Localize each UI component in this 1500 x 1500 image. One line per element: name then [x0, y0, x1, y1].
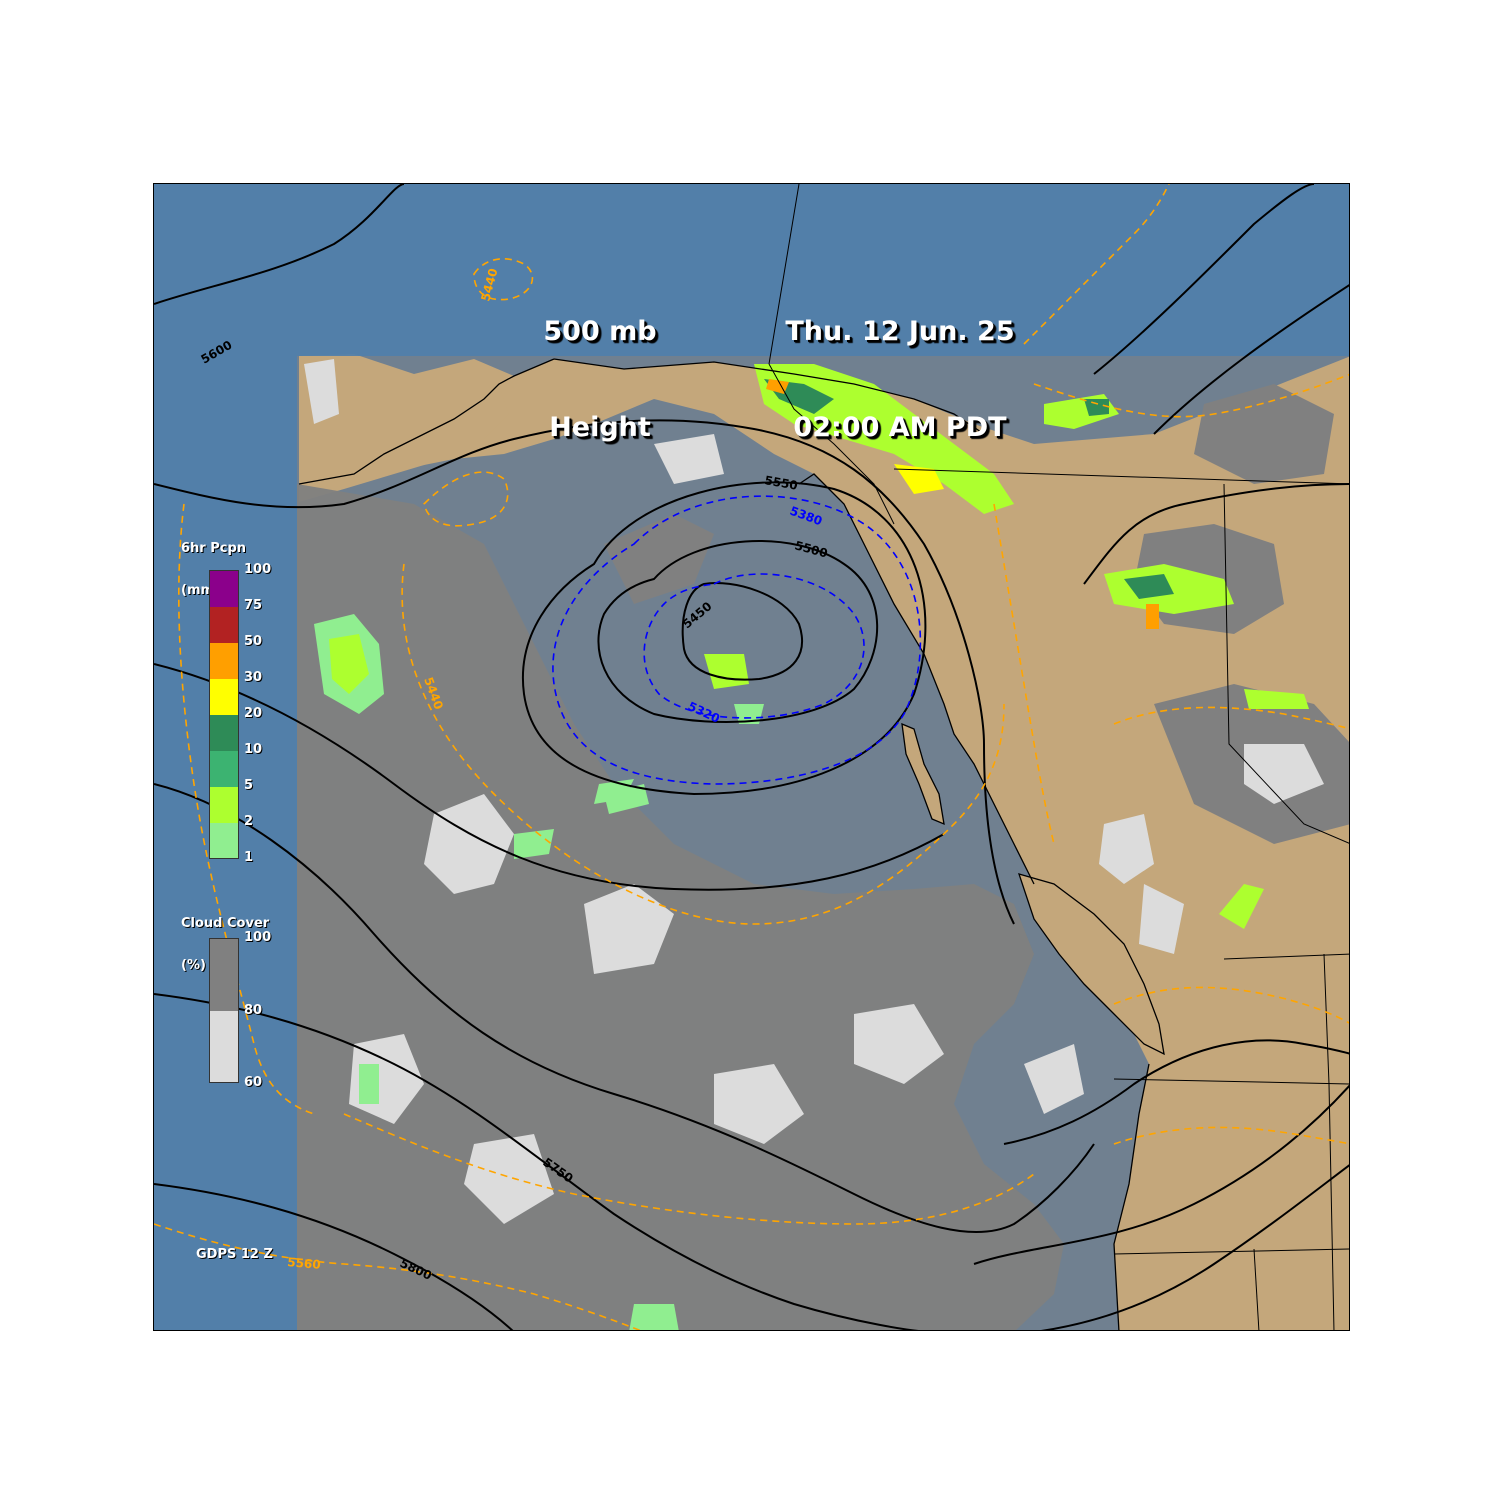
cloud-swatch-60-80: [210, 1011, 238, 1082]
height-contour-ne2: [1153, 284, 1349, 435]
thickness-contour-ne2: [1033, 373, 1349, 418]
model-run-label: GDPS 12 Z: [196, 1247, 273, 1262]
land-haida-gwaii: [902, 724, 944, 824]
precip-tick-10: 10: [244, 742, 263, 757]
precip-tick-75: 75: [244, 598, 263, 613]
contour-label-5550: 5550: [763, 473, 798, 493]
thickness-label-5560: 5560: [287, 1255, 321, 1272]
precip-tick-30: 30: [244, 670, 263, 685]
map-canvas: 5600 5550 5500 5450 5750 5800 5440 5440 …: [154, 184, 1349, 1330]
precip-tick-2: 2: [244, 814, 254, 829]
thickness-contour-5500w: [401, 563, 1005, 925]
thickness-contour-5440b: [473, 258, 534, 301]
height-contour-east: [1003, 1039, 1349, 1145]
precip-tick-50: 50: [244, 634, 263, 649]
cloud-legend-title: Cloud Cover (%): [181, 916, 270, 973]
precip-swatch-20-30: [210, 679, 238, 715]
cloud-cover-layer: [297, 359, 1349, 1330]
land-vancouver-island: [1019, 874, 1164, 1054]
thickness-contour-5380: [552, 495, 922, 785]
outer-domain-mask: [154, 184, 1349, 1330]
precip-tick-20: 20: [244, 706, 263, 721]
thickness-contour-e3: [1113, 986, 1349, 1024]
height-contour-5500: [597, 540, 879, 723]
precip-swatch-5-10: [210, 751, 238, 787]
cloud-colorbar: [209, 938, 239, 1083]
field-title-line2: Height: [549, 412, 651, 443]
thickness-contour-w: [177, 503, 315, 1115]
height-contour-5600: [154, 184, 405, 305]
thickness-contours: [154, 184, 1349, 1330]
thickness-contour-e2: [1113, 706, 1349, 730]
precip-tick-100: 100: [244, 562, 272, 577]
height-contour-ne3: [1093, 184, 1315, 375]
thickness-contour-5560: [154, 1223, 642, 1330]
height-contour-5600b: [154, 419, 1015, 925]
cloud-tick-60: 60: [244, 1075, 263, 1090]
precip-colorbar: [209, 570, 239, 859]
map-panel: 5600 5550 5500 5450 5750 5800 5440 5440 …: [153, 183, 1350, 1331]
thickness-contour-5320: [643, 573, 865, 719]
valid-time: Thu. 12 Jun. 25 02:00 AM PDT: [760, 252, 1040, 476]
precip-swatch-2-5: [210, 787, 238, 823]
height-contour-5750: [154, 993, 920, 1330]
valid-time-line: 02:00 AM PDT: [793, 412, 1007, 443]
precip-swatch-1-2: [210, 823, 238, 858]
cloud-swatch-80-100: [210, 939, 238, 1011]
precip-swatch-10-20: [210, 715, 238, 751]
thickness-contour-e4: [1113, 1126, 1349, 1145]
height-contour-ne: [1083, 483, 1349, 585]
thickness-contour-s: [343, 1113, 1035, 1225]
field-title: 500 mb Height: [520, 252, 680, 476]
height-contour-5650: [154, 663, 945, 891]
height-contour-5800: [154, 1183, 514, 1330]
cloud-tick-80: 80: [244, 1003, 263, 1018]
precip-swatch-75-100: [210, 571, 238, 607]
precip-tick-1: 1: [244, 850, 254, 865]
precip-swatch-50-75: [210, 607, 238, 643]
height-contour-5450: [681, 582, 804, 681]
cloud-tick-100: 100: [244, 930, 272, 945]
field-title-line1: 500 mb: [543, 316, 657, 347]
precip-tick-5: 5: [244, 778, 254, 793]
thickness-contour-ne: [1023, 184, 1170, 345]
height-contour-5700: [154, 783, 1095, 1234]
height-contour-east3: [1040, 1164, 1349, 1330]
height-contour-east2: [973, 1084, 1349, 1265]
land-north: [299, 354, 1349, 1330]
thickness-contour-5440: [423, 471, 509, 527]
valid-date: Thu. 12 Jun. 25: [785, 316, 1015, 347]
precip-swatch-30-50: [210, 643, 238, 679]
coastlines: [298, 358, 1165, 1330]
thickness-contour-e: [993, 503, 1055, 845]
